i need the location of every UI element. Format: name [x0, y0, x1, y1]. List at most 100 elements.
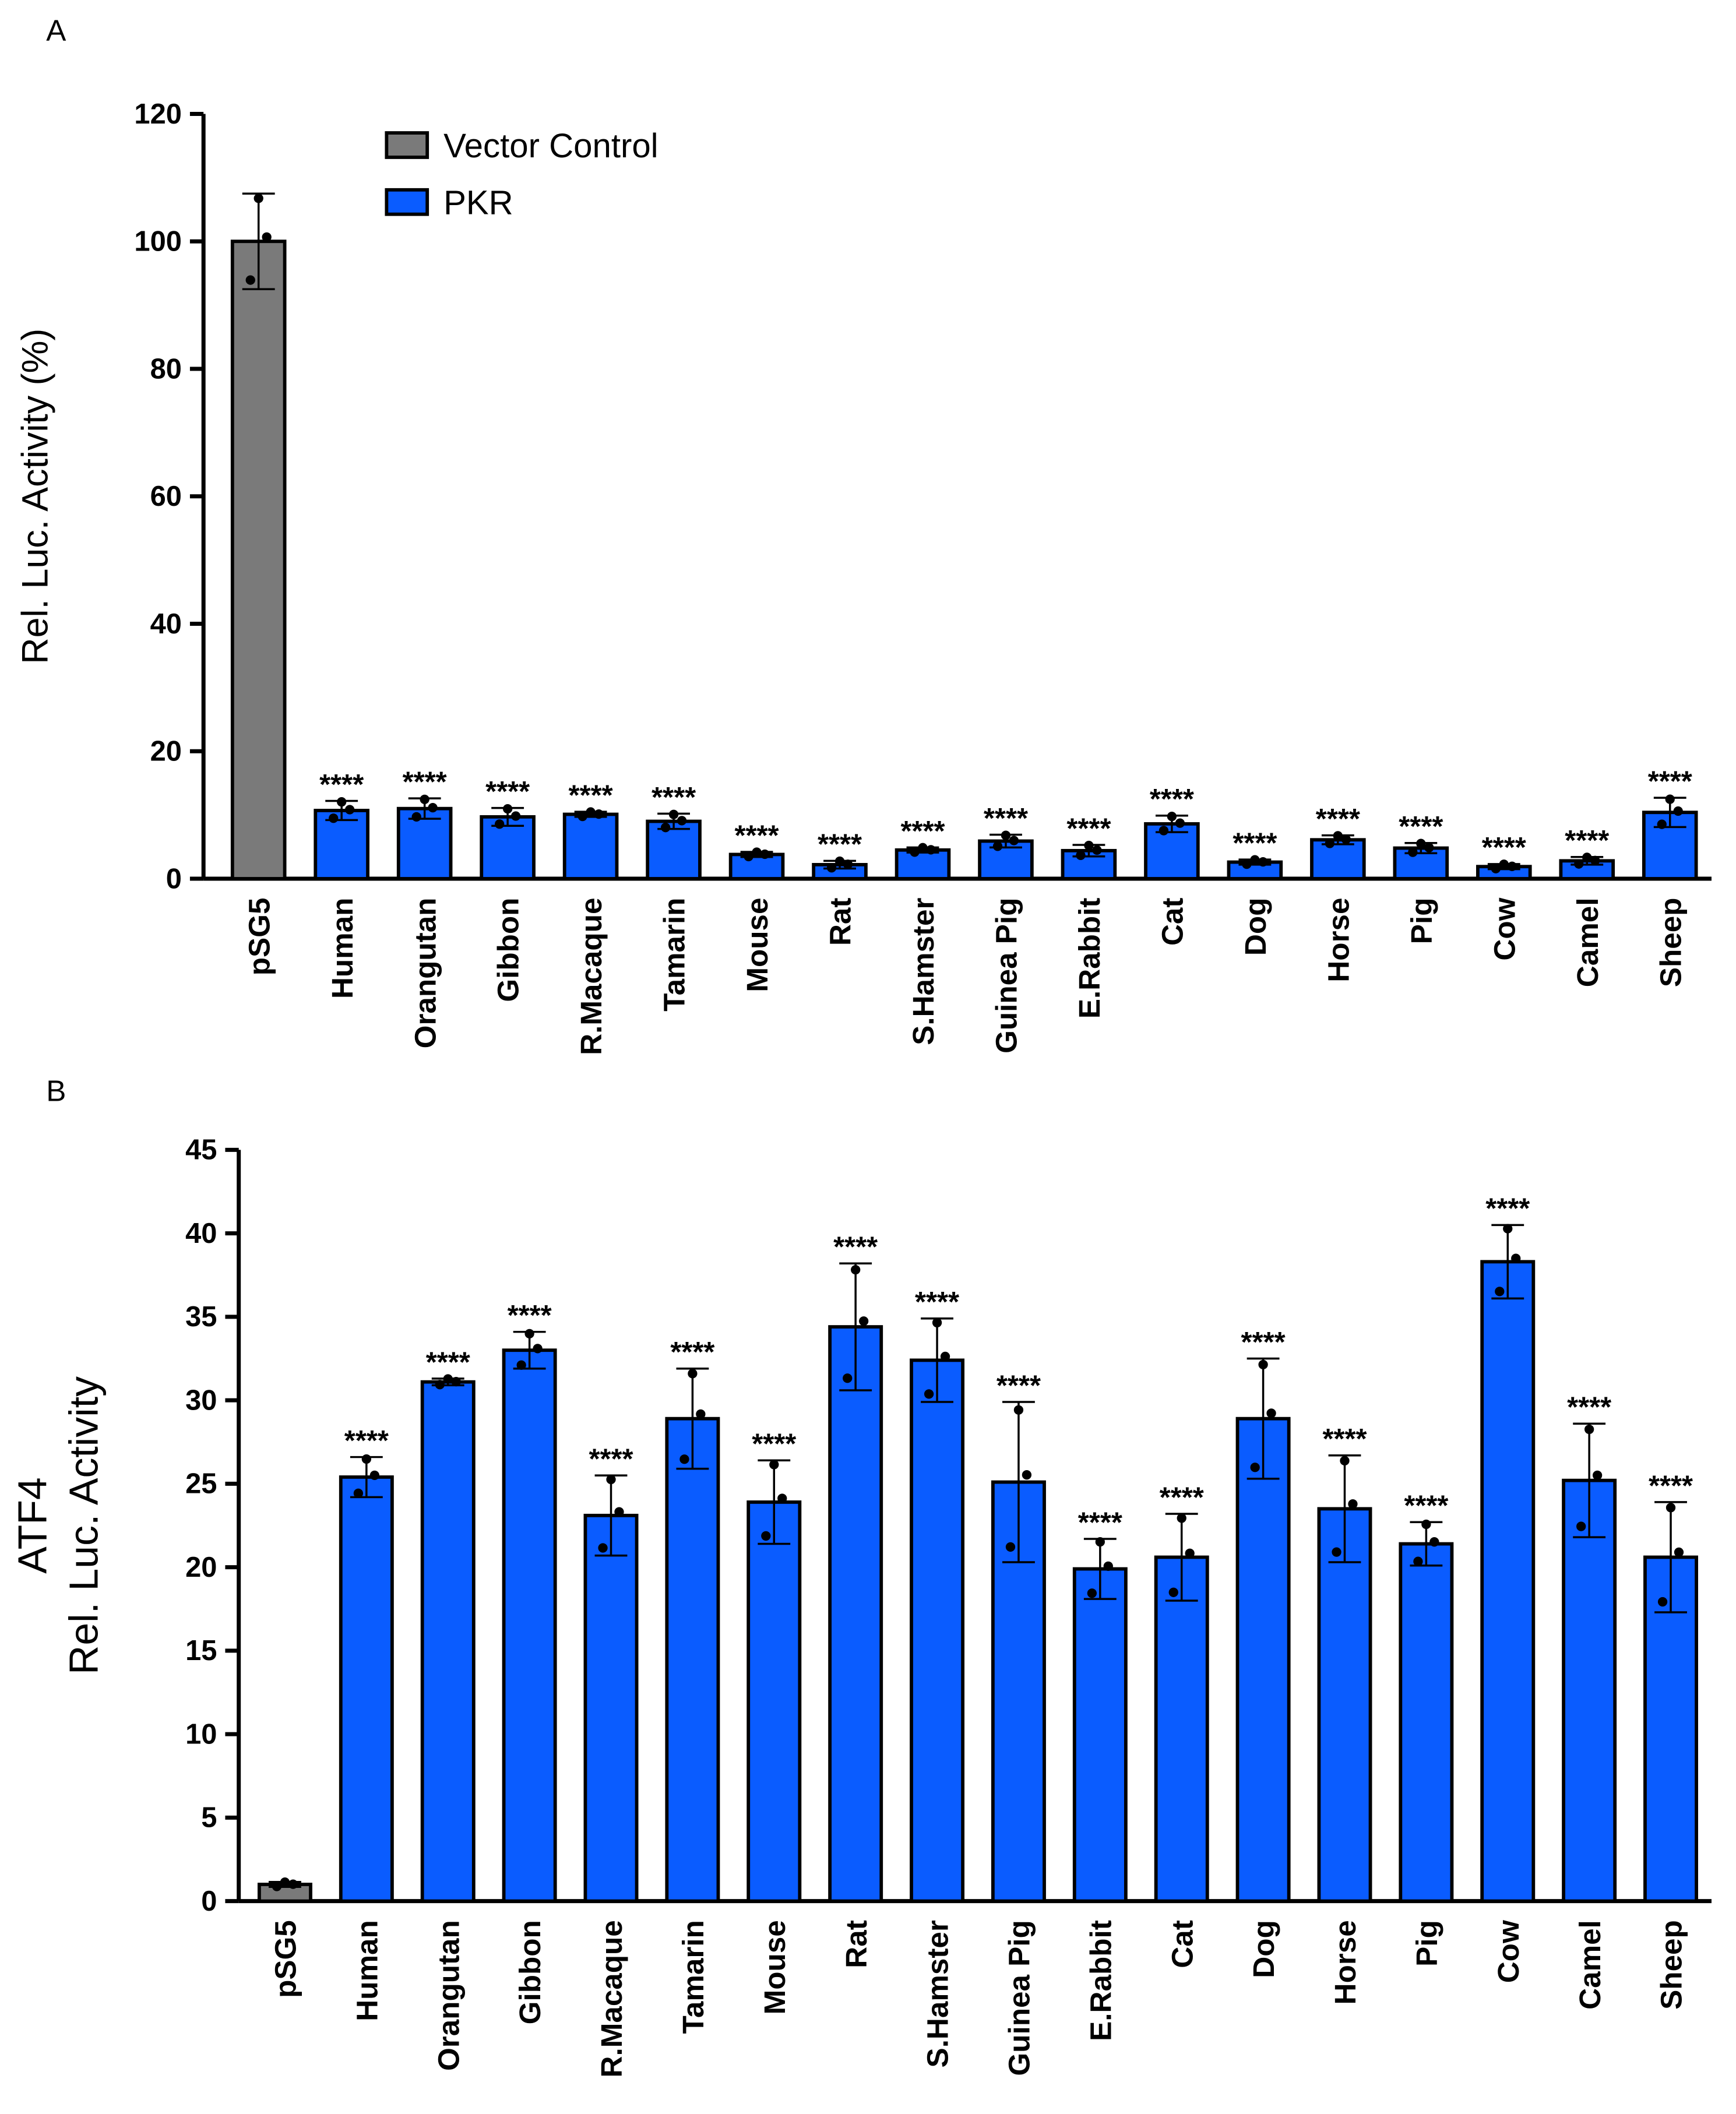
significance-label: **** [1567, 1392, 1611, 1424]
bar-camel [1562, 1478, 1617, 1903]
x-tick-label: pSG5 [269, 1920, 302, 1998]
x-tick-label: Rat [824, 898, 857, 946]
x-tick-label: Horse [1329, 1920, 1362, 2004]
data-point [1092, 845, 1102, 855]
significance-label: **** [319, 769, 364, 801]
x-tick-label: S.Hamster [921, 1920, 955, 2067]
significance-label: **** [1160, 1482, 1204, 1513]
bar-r-macaque [562, 812, 619, 880]
x-tick-label: pSG5 [242, 898, 276, 976]
significance-label: **** [344, 1425, 389, 1457]
x-tick-label: Human [350, 1920, 383, 2021]
significance-label: **** [589, 1443, 633, 1475]
data-point [510, 811, 521, 821]
data-point [761, 1531, 771, 1541]
bar-cow [1480, 1260, 1536, 1903]
data-point [361, 1454, 371, 1464]
data-point [1665, 1503, 1676, 1513]
x-tick-label: Camel [1571, 898, 1604, 988]
data-point [495, 819, 505, 829]
data-point [1341, 834, 1351, 844]
bar-pig [1399, 1542, 1454, 1903]
data-point [1022, 1470, 1032, 1480]
data-point [1266, 1408, 1276, 1418]
y-axis-label-line1: ATF4 [9, 1477, 55, 1573]
y-tick-label: 25 [185, 1468, 217, 1500]
data-point [1009, 836, 1019, 845]
significance-label: **** [485, 776, 530, 808]
panel-b-label: B [46, 1074, 66, 1108]
data-point [1491, 864, 1501, 873]
y-axis-label: Rel. Luc. Activity (%) [15, 329, 56, 664]
significance-label: **** [984, 803, 1028, 834]
significance-label: **** [670, 1337, 714, 1368]
data-point [1507, 861, 1517, 871]
data-point [443, 1374, 453, 1384]
data-point [744, 851, 753, 862]
x-tick-label: Dog [1247, 1920, 1280, 1978]
data-point [1340, 1456, 1350, 1466]
data-point [1582, 852, 1592, 862]
data-point [1503, 1224, 1513, 1234]
data-point [1005, 1542, 1016, 1552]
data-point [1421, 1519, 1431, 1530]
data-point [1167, 811, 1177, 822]
significance-label: **** [1233, 828, 1277, 859]
data-point [992, 841, 1003, 851]
data-point [253, 193, 263, 203]
data-point [826, 863, 837, 873]
x-tick-label: Gibbon [492, 898, 525, 1002]
data-point [411, 812, 421, 822]
bar-orangutan [420, 1380, 476, 1903]
data-point [288, 1879, 298, 1889]
data-point [428, 802, 438, 813]
data-point [598, 1543, 608, 1553]
data-point [1574, 859, 1584, 869]
significance-label: **** [426, 1347, 470, 1378]
bar-tamarin [646, 819, 702, 880]
x-tick-label: Rat [840, 1920, 873, 1968]
significance-label: **** [1078, 1507, 1122, 1538]
data-point [1258, 857, 1268, 867]
data-point [932, 1317, 942, 1328]
bar-human [339, 1475, 394, 1903]
data-point [834, 856, 845, 866]
significance-label: **** [652, 782, 696, 813]
x-tick-label: Horse [1322, 898, 1355, 982]
data-point [345, 805, 355, 815]
chart-a: 0 20 40 60 80 100 120 Rel. Luc. Activity (%) pSG… [15, 98, 1712, 1055]
data-point [1495, 1287, 1505, 1296]
x-tick-label: Cat [1165, 1920, 1199, 1968]
data-point [668, 809, 679, 819]
data-point [940, 1351, 950, 1362]
data-point [1408, 847, 1418, 857]
x-tick-label: Tamarin [677, 1920, 710, 2034]
data-point [1258, 1359, 1268, 1369]
data-point [606, 1474, 616, 1485]
x-tick-label: Camel [1573, 1920, 1607, 2010]
data-point [369, 1470, 379, 1480]
data-point [353, 1488, 364, 1498]
significance-label: **** [735, 820, 779, 851]
x-tick-label: Cat [1156, 898, 1189, 946]
x-tick-label: S.Hamster [907, 897, 940, 1045]
bar-s-hamster [895, 848, 951, 880]
data-point [843, 859, 853, 869]
panel-a-label: A [46, 14, 66, 47]
data-point [272, 1882, 282, 1891]
significance-label: **** [403, 767, 447, 798]
y-tick-label: 60 [150, 481, 182, 512]
data-point [1185, 1548, 1195, 1558]
legend-swatch-pkr [385, 188, 429, 216]
data-point [337, 797, 347, 807]
data-point [1584, 1424, 1594, 1435]
data-point [777, 1493, 787, 1503]
data-point [1499, 859, 1509, 869]
bar-cat [1154, 1555, 1209, 1903]
x-tick-label: Human [326, 898, 359, 999]
y-tick-label: 0 [166, 863, 182, 894]
bar-psg- [230, 239, 287, 880]
x-tick-label: Cow [1492, 1920, 1525, 1983]
significance-label: **** [1482, 832, 1526, 864]
legend-label-pkr: PKR [443, 184, 513, 222]
